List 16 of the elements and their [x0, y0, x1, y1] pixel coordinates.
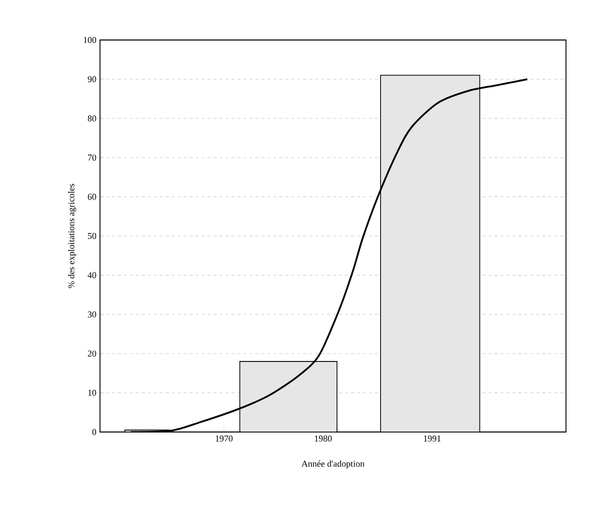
- y-tick-label: 40: [88, 272, 96, 278]
- y-tick-label: 20: [88, 350, 96, 357]
- y-tick-label: 80: [88, 115, 96, 122]
- y-tick-label: 60: [88, 194, 96, 200]
- x-tick-label: 1991: [424, 436, 441, 442]
- x-tick-label: 1980: [314, 436, 332, 442]
- y-tick-label: 100: [84, 36, 96, 44]
- y-tick-label: 90: [88, 76, 96, 82]
- y-tick-label: 70: [88, 154, 96, 161]
- y-tick-label: 50: [88, 232, 96, 240]
- x-tick-label: 1970: [216, 436, 233, 442]
- x-axis-title: Année d'adoption: [302, 460, 364, 469]
- y-axis-title: % des exploitations agricoles: [68, 184, 76, 288]
- y-tick-label: 10: [88, 390, 96, 396]
- y-tick-label: 30: [88, 311, 96, 318]
- y-tick-label: 0: [92, 428, 96, 436]
